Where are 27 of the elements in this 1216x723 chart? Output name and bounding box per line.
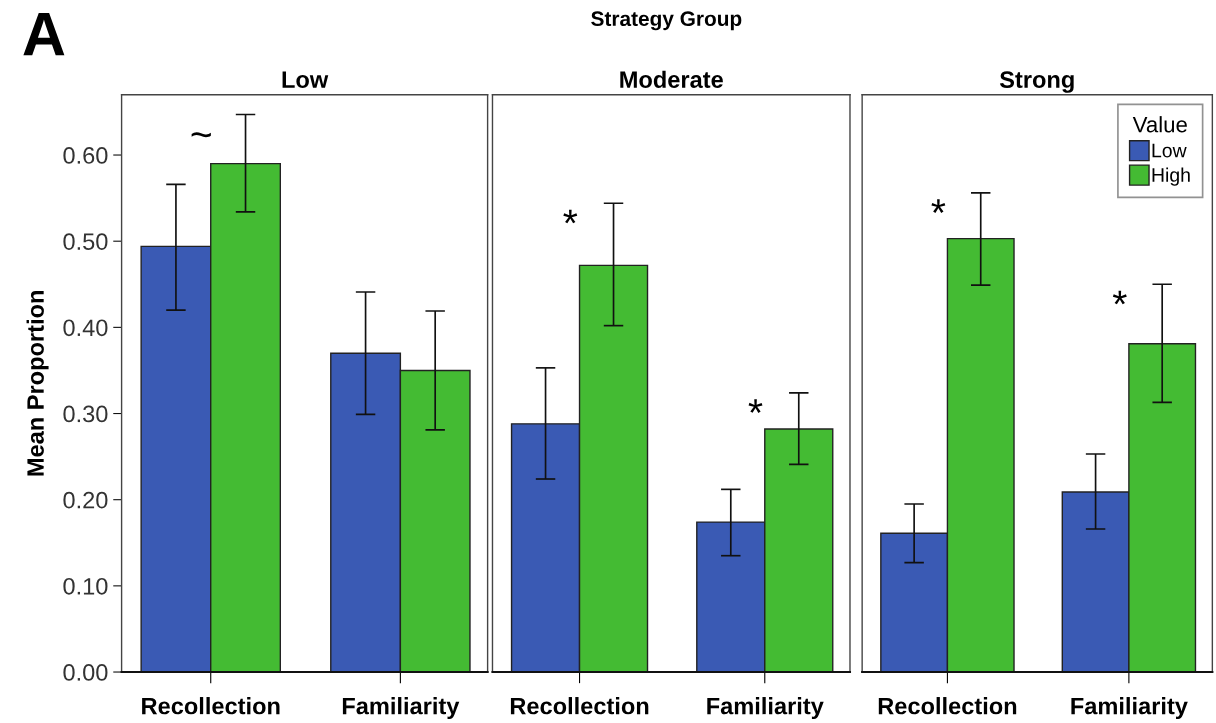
legend-label: Low <box>1152 143 1187 158</box>
x-tick-label: Recollection <box>142 697 280 715</box>
x-tick-label: Familiarity <box>707 697 824 720</box>
x-tick-label: Familiarity <box>342 697 460 720</box>
y-axis-title: Mean Proportion <box>26 291 49 476</box>
annotation: * <box>1112 290 1127 305</box>
y-tick-label: 0.00 <box>63 664 108 681</box>
y-tick-label: 0.20 <box>63 491 108 509</box>
y-tick-label: 0.40 <box>63 319 108 337</box>
x-tick-label: Recollection <box>878 697 1017 715</box>
legend-label: High <box>1152 167 1190 186</box>
x-tick-label: Familiarity <box>1071 697 1188 720</box>
annotation: * <box>563 209 578 224</box>
y-tick-label: 0.60 <box>63 147 108 164</box>
y-tick-label: 0.50 <box>63 233 108 250</box>
legend-title: Value <box>1132 116 1187 133</box>
text: Strategy Group <box>591 11 742 31</box>
text: A <box>23 13 65 56</box>
y-tick-label: 0.30 <box>63 405 108 423</box>
chart-title: Moderate <box>620 70 723 88</box>
y-tick-label: 0.10 <box>63 577 108 595</box>
x-tick-label: Recollection <box>510 697 649 715</box>
chart-title: Strong <box>999 71 1074 93</box>
chart-title: Low <box>282 71 329 88</box>
annotation: * <box>931 199 946 213</box>
annotation: ~ <box>191 132 211 138</box>
annotation: * <box>748 399 763 413</box>
